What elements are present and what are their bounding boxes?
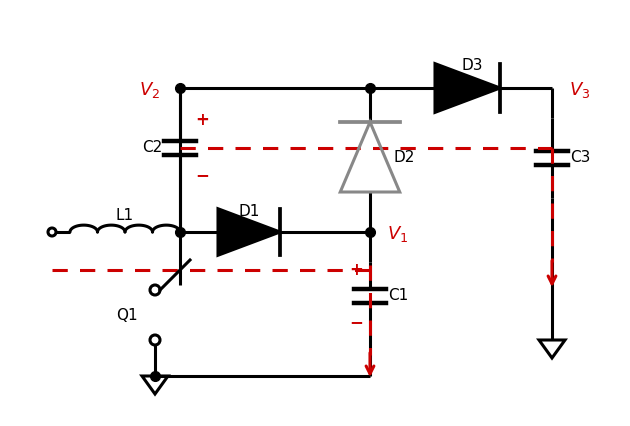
- Text: $V_1$: $V_1$: [387, 224, 409, 244]
- Text: D2: D2: [393, 150, 415, 164]
- Text: $V_2$: $V_2$: [139, 80, 161, 100]
- Polygon shape: [218, 209, 280, 255]
- Text: −: −: [349, 313, 363, 331]
- Text: $V_3$: $V_3$: [570, 80, 591, 100]
- Text: +: +: [195, 111, 209, 129]
- Text: D3: D3: [462, 58, 483, 74]
- Text: C2: C2: [142, 141, 162, 155]
- Text: Q1: Q1: [116, 308, 138, 323]
- Text: C1: C1: [388, 288, 408, 303]
- Polygon shape: [435, 63, 500, 112]
- Text: L1: L1: [116, 207, 134, 222]
- Text: +: +: [349, 261, 363, 279]
- Text: D1: D1: [238, 204, 260, 219]
- Text: −: −: [195, 166, 209, 184]
- Text: C3: C3: [570, 150, 590, 165]
